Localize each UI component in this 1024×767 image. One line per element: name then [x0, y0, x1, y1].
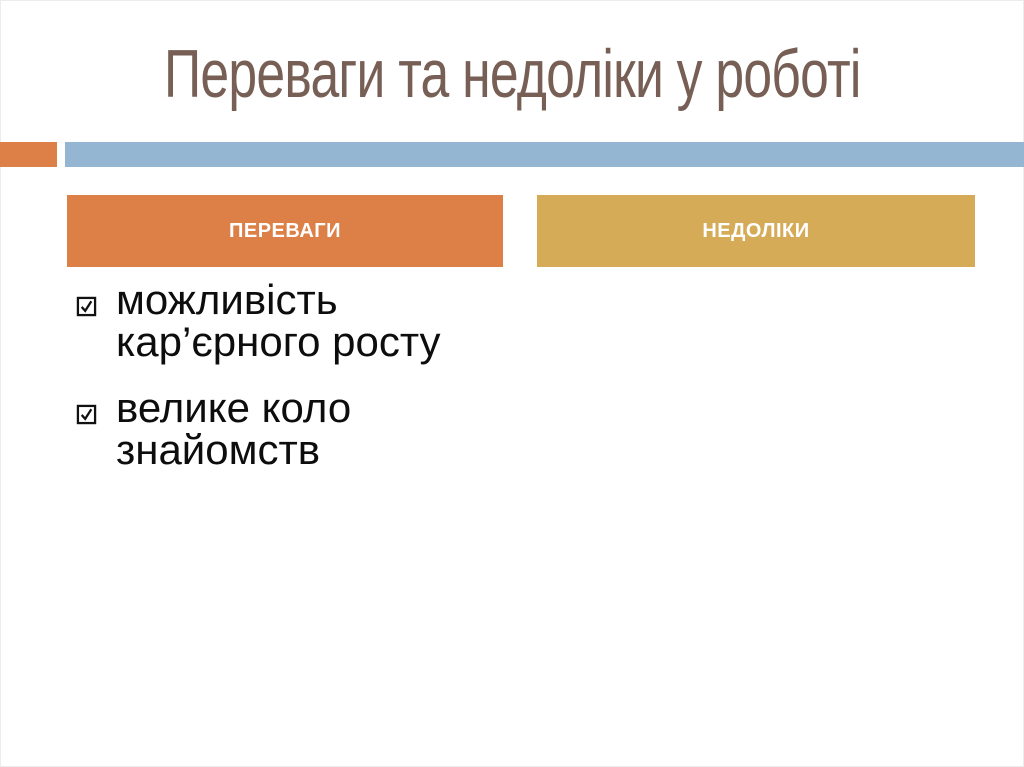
list-item: велике коло знайомств: [76, 387, 496, 471]
title-divider: [0, 142, 1024, 167]
list-item-text: можливість кар’єрного росту: [116, 276, 441, 365]
advantages-list: можливість кар’єрного росту велике коло …: [76, 279, 496, 495]
advantages-header-label: ПЕРЕВАГИ: [229, 219, 341, 242]
checkbox-checked-icon: [76, 404, 97, 425]
list-item: можливість кар’єрного росту: [76, 279, 496, 363]
advantages-header-box: ПЕРЕВАГИ: [67, 195, 503, 267]
disadvantages-header-box: НЕДОЛІКИ: [537, 195, 975, 267]
slide-title-text: Переваги та недоліки у роботі: [163, 36, 861, 112]
accent-bar: [65, 142, 1024, 167]
list-item-text: велике коло знайомств: [116, 384, 352, 473]
accent-block: [0, 142, 57, 167]
slide-title: Переваги та недоліки у роботі: [0, 40, 1024, 108]
disadvantages-header-label: НЕДОЛІКИ: [702, 219, 810, 242]
checkbox-checked-icon: [76, 296, 97, 317]
